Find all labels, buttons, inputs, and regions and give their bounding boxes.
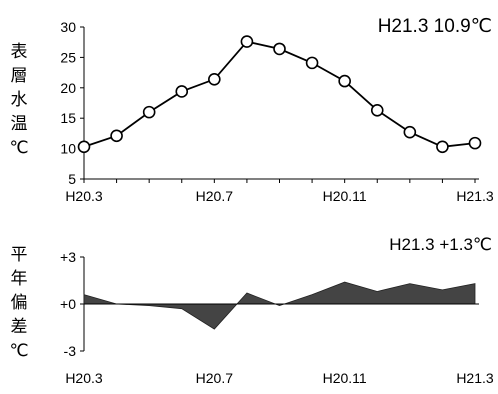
- temperature-point: [370, 103, 384, 117]
- bottom-y-axis-label: 差: [11, 317, 28, 336]
- top-x-tick-label: H21.3: [456, 188, 494, 204]
- temperature-point: [305, 56, 319, 70]
- top-y-axis-label: 層: [11, 66, 28, 85]
- bottom-y-axis-label: 平: [11, 245, 28, 264]
- bottom-x-tick-label: H20.11: [323, 370, 367, 386]
- bottom-y-tick-label: +3: [60, 249, 76, 265]
- bottom-x-tick-label: H20.7: [196, 370, 234, 386]
- top-y-tick-label: 5: [68, 171, 76, 187]
- top-x-tick-label: H20.7: [196, 188, 234, 204]
- top-y-axis-label: ℃: [9, 138, 28, 157]
- top-y-tick-label: 15: [60, 110, 76, 126]
- top-y-axis-label: 水: [11, 90, 28, 109]
- bottom-y-axis-label: 偏: [11, 293, 28, 312]
- temperature-point: [240, 35, 254, 48]
- temperature-point: [77, 140, 91, 154]
- temperature-point: [338, 74, 351, 88]
- temperature-point: [175, 85, 189, 98]
- bottom-y-tick-label: +0: [60, 296, 76, 312]
- top-y-axis-label: 表: [11, 42, 28, 61]
- top-x-tick-label: H20.3: [65, 188, 103, 204]
- top-y-axis-label: 温: [11, 114, 28, 133]
- temperature-series-line: [83, 40, 476, 148]
- temperature-point: [273, 42, 286, 56]
- anomaly-area: [83, 281, 476, 330]
- bottom-x-tick-label: H21.3: [456, 370, 494, 386]
- temperature-point: [436, 140, 449, 154]
- top-y-tick-label: 30: [60, 19, 76, 35]
- bottom-y-axis-label: ℃: [9, 341, 28, 360]
- top-x-tick-label: H20.11: [323, 188, 367, 204]
- temperature-point: [468, 136, 482, 150]
- top-y-tick-label: 10: [60, 141, 76, 157]
- bottom-x-tick-label: H20.3: [65, 370, 103, 386]
- top-annotation: H21.3 10.9℃: [378, 16, 492, 37]
- top-y-tick-label: 25: [60, 49, 76, 65]
- bottom-y-axis-label: 年: [11, 269, 28, 288]
- temperature-point: [403, 125, 417, 139]
- temperature-point: [208, 72, 221, 86]
- temperature-point: [142, 105, 156, 119]
- bottom-annotation: H21.3 +1.3℃: [389, 235, 492, 254]
- bottom-y-tick-label: -3: [64, 343, 77, 359]
- top-y-tick-label: 20: [60, 80, 76, 96]
- temperature-point: [110, 129, 123, 143]
